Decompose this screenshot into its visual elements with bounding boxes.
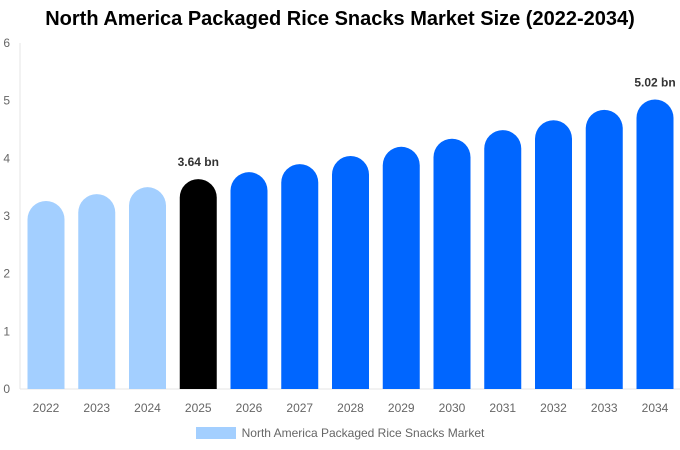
x-tick-label: 2032 [540, 401, 567, 415]
y-tick-label: 3 [3, 209, 10, 223]
x-tick-label: 2029 [388, 401, 415, 415]
bar-2023 [78, 194, 116, 389]
data-label-2025: 3.64 bn [178, 155, 219, 169]
legend[interactable]: North America Packaged Rice Snacks Marke… [0, 426, 680, 440]
x-tick-label: 2031 [489, 401, 516, 415]
x-tick-label: 2022 [33, 401, 60, 415]
bar-2030 [433, 138, 471, 389]
x-tick-label: 2030 [439, 401, 466, 415]
x-tick-label: 2033 [591, 401, 618, 415]
x-tick-label: 2028 [337, 401, 364, 415]
data-label-2034: 5.02 bn [634, 76, 675, 90]
y-tick-label: 4 [3, 151, 10, 165]
y-tick-label: 5 [3, 94, 10, 108]
bar-2034 [636, 99, 674, 389]
bar-2033 [585, 109, 623, 390]
bar-2032 [535, 120, 572, 390]
bar-2022 [27, 201, 65, 389]
bar-2027 [281, 164, 319, 389]
chart-title: North America Packaged Rice Snacks Marke… [45, 8, 635, 30]
x-tick-label: 2034 [642, 401, 669, 415]
legend-label: North America Packaged Rice Snacks Marke… [241, 426, 485, 440]
x-tick-label: 2025 [185, 401, 212, 415]
y-tick-label: 0 [3, 382, 10, 396]
x-tick-label: 2024 [134, 401, 161, 415]
bar-2026 [230, 172, 268, 389]
bar-2029 [382, 146, 420, 389]
bar-2024 [129, 187, 166, 389]
y-tick-label: 1 [3, 324, 10, 338]
bar-2025 [179, 179, 217, 389]
legend-swatch [195, 427, 236, 439]
x-tick-label: 2026 [236, 401, 263, 415]
bar-2028 [332, 156, 369, 389]
bar-2031 [484, 130, 522, 389]
x-tick-label: 2023 [83, 401, 110, 415]
y-tick-label: 2 [3, 267, 10, 281]
x-tick-label: 2027 [286, 401, 313, 415]
y-tick-label: 6 [3, 36, 10, 50]
